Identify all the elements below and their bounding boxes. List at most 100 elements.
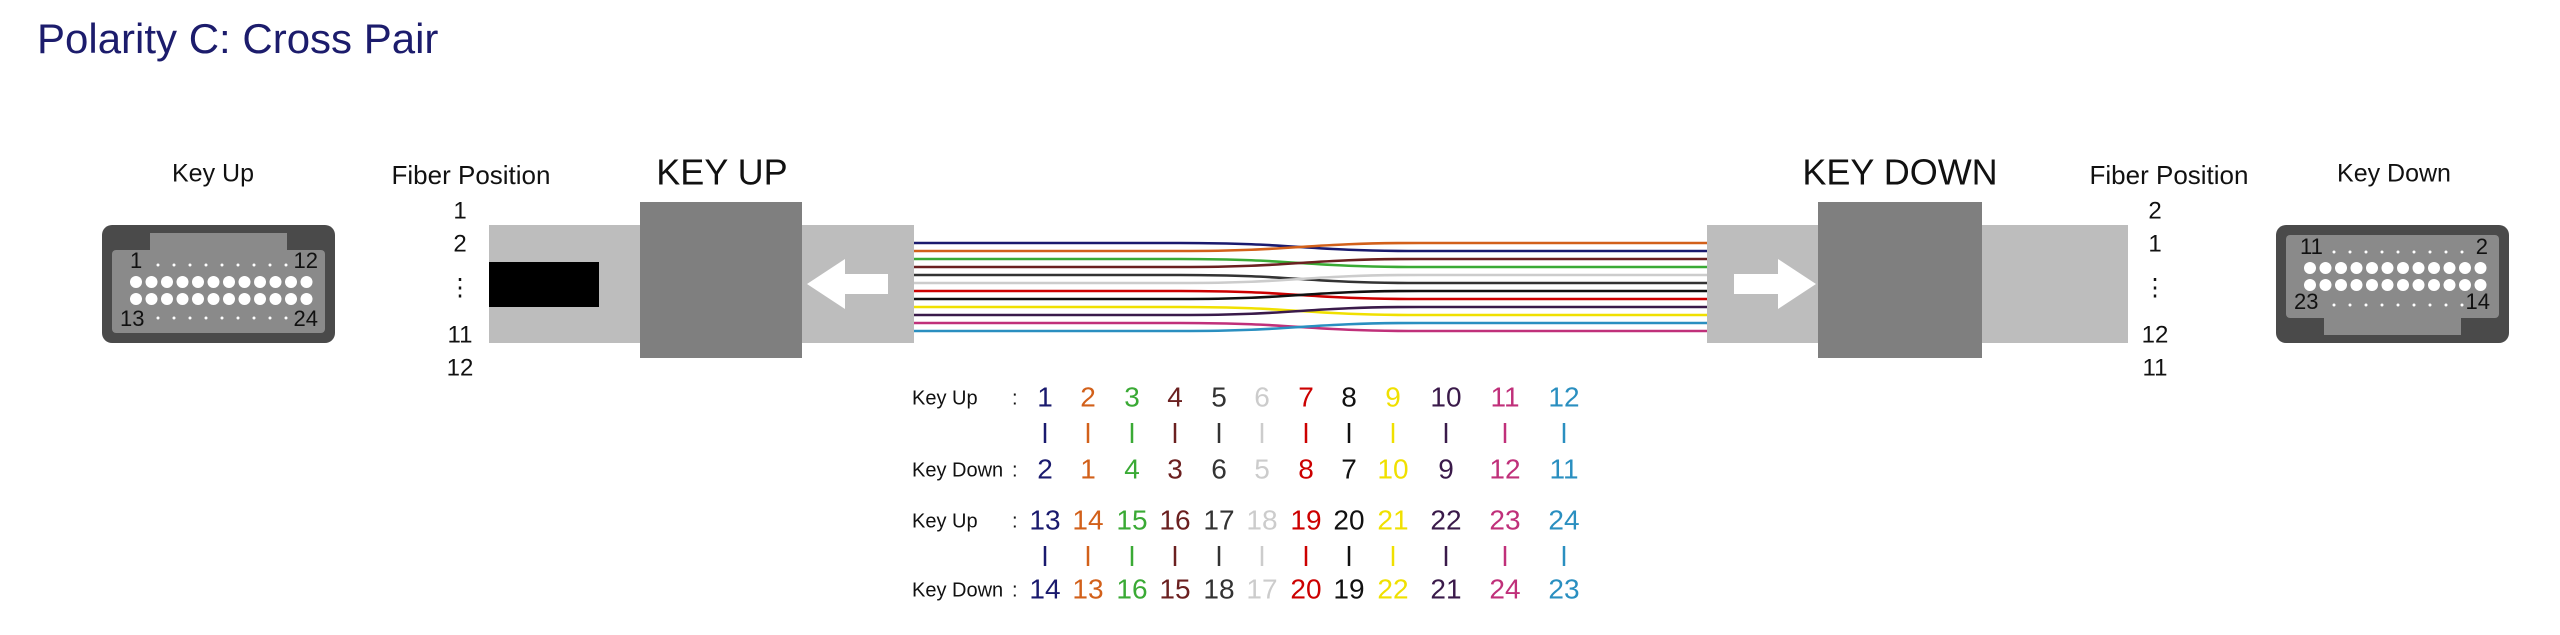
fiber-number: 14 [1029,573,1060,604]
fiber-number: 9 [1438,453,1454,484]
fiber-position-label: Fiber Position [392,160,551,190]
fiber-position: 2 [453,230,466,257]
fibers [914,241,1707,333]
pin-dot [284,316,288,320]
fiber-number: 23 [1489,504,1520,535]
pin-dot [2396,250,2400,254]
pin-label: 14 [2466,289,2490,314]
pin [145,293,158,305]
pin [2443,279,2456,291]
fiber-number: 17 [1246,573,1277,604]
pin-dot [156,263,160,267]
pin [2304,262,2316,274]
fiber-number: 18 [1246,504,1277,535]
pin [2366,279,2378,291]
pin [2412,279,2425,291]
fiber-number: 10 [1377,453,1408,484]
pin-dot [204,263,208,267]
pin [207,293,220,305]
fiber-number: 3 [1167,453,1183,484]
fiber-number: 15 [1116,504,1147,535]
pin-dot [252,263,256,267]
fiber-position: 12 [447,354,474,381]
pin [2428,262,2440,274]
pin [254,293,266,305]
pin-dot [268,316,272,320]
boot [1818,202,1982,358]
fiber-number: 19 [1333,573,1364,604]
fiber [914,305,1707,317]
pin [2397,279,2409,291]
fiber-number: 15 [1159,573,1190,604]
fiber-number: 18 [1203,573,1234,604]
pin [238,276,251,288]
fiber-position: 11 [448,321,473,348]
pin-dot [236,263,240,267]
row-label: Key Up [912,387,978,409]
fiber-number: 22 [1377,573,1408,604]
pin [2335,262,2347,274]
pin [2319,279,2332,291]
fiber-number: 7 [1298,381,1314,412]
pin-dot [2428,250,2432,254]
fiber-number: 16 [1159,504,1190,535]
pin-dot [2364,250,2368,254]
pin [130,276,142,288]
separator: : [1012,510,1018,532]
pin-dot [2412,303,2416,307]
pin-label: 11 [2300,234,2323,259]
pin [2319,262,2332,274]
pin [145,276,158,288]
arrow [1734,259,1816,309]
fiber-number: 23 [1548,573,1579,604]
fiber-number: 24 [1548,504,1579,535]
pin [223,293,235,305]
pin [300,293,313,305]
fiber [914,273,1707,285]
pin-dot [2332,303,2336,307]
fiber-position: 2 [2148,197,2161,224]
pin [2474,279,2487,291]
fiber-position: 1 [2148,230,2161,257]
fiber-number: 14 [1072,504,1103,535]
pin-dot [2444,303,2448,307]
fiber [914,321,1707,333]
connector-face [112,250,325,333]
row-label: Key Down [912,459,1003,481]
pin-dot [284,263,288,267]
fiber-number: 5 [1254,453,1270,484]
fiber-number: 12 [1548,381,1579,412]
separator: : [1012,459,1018,481]
fiber [914,241,1707,253]
boot [640,202,802,358]
fiber-number: 20 [1290,573,1321,604]
pin [2350,279,2363,291]
pin [2443,262,2456,274]
pin-label: 23 [2294,289,2318,314]
pin [300,276,313,288]
pin [2304,279,2316,291]
fiber-number: 3 [1124,381,1140,412]
pin-label: 1 [130,248,142,273]
pin-dot [2380,250,2384,254]
pin-dot [2332,250,2336,254]
fiber-position: ⋮ [448,274,472,301]
fiber-number: 5 [1211,381,1227,412]
fiber-number: 8 [1298,453,1314,484]
pin-dot [2396,303,2400,307]
pin-dot [188,263,192,267]
fiber-number: 6 [1211,453,1227,484]
fiber-number: 22 [1430,504,1461,535]
pin [2381,262,2394,274]
fiber-number: 2 [1080,381,1096,412]
pin-dot [188,316,192,320]
pin-dot [220,263,224,267]
connector-face [2286,235,2499,318]
pin-dot [172,316,176,320]
pin-dot [236,316,240,320]
fiber-number: 16 [1116,573,1147,604]
pin [2428,279,2440,291]
pin [192,276,204,288]
